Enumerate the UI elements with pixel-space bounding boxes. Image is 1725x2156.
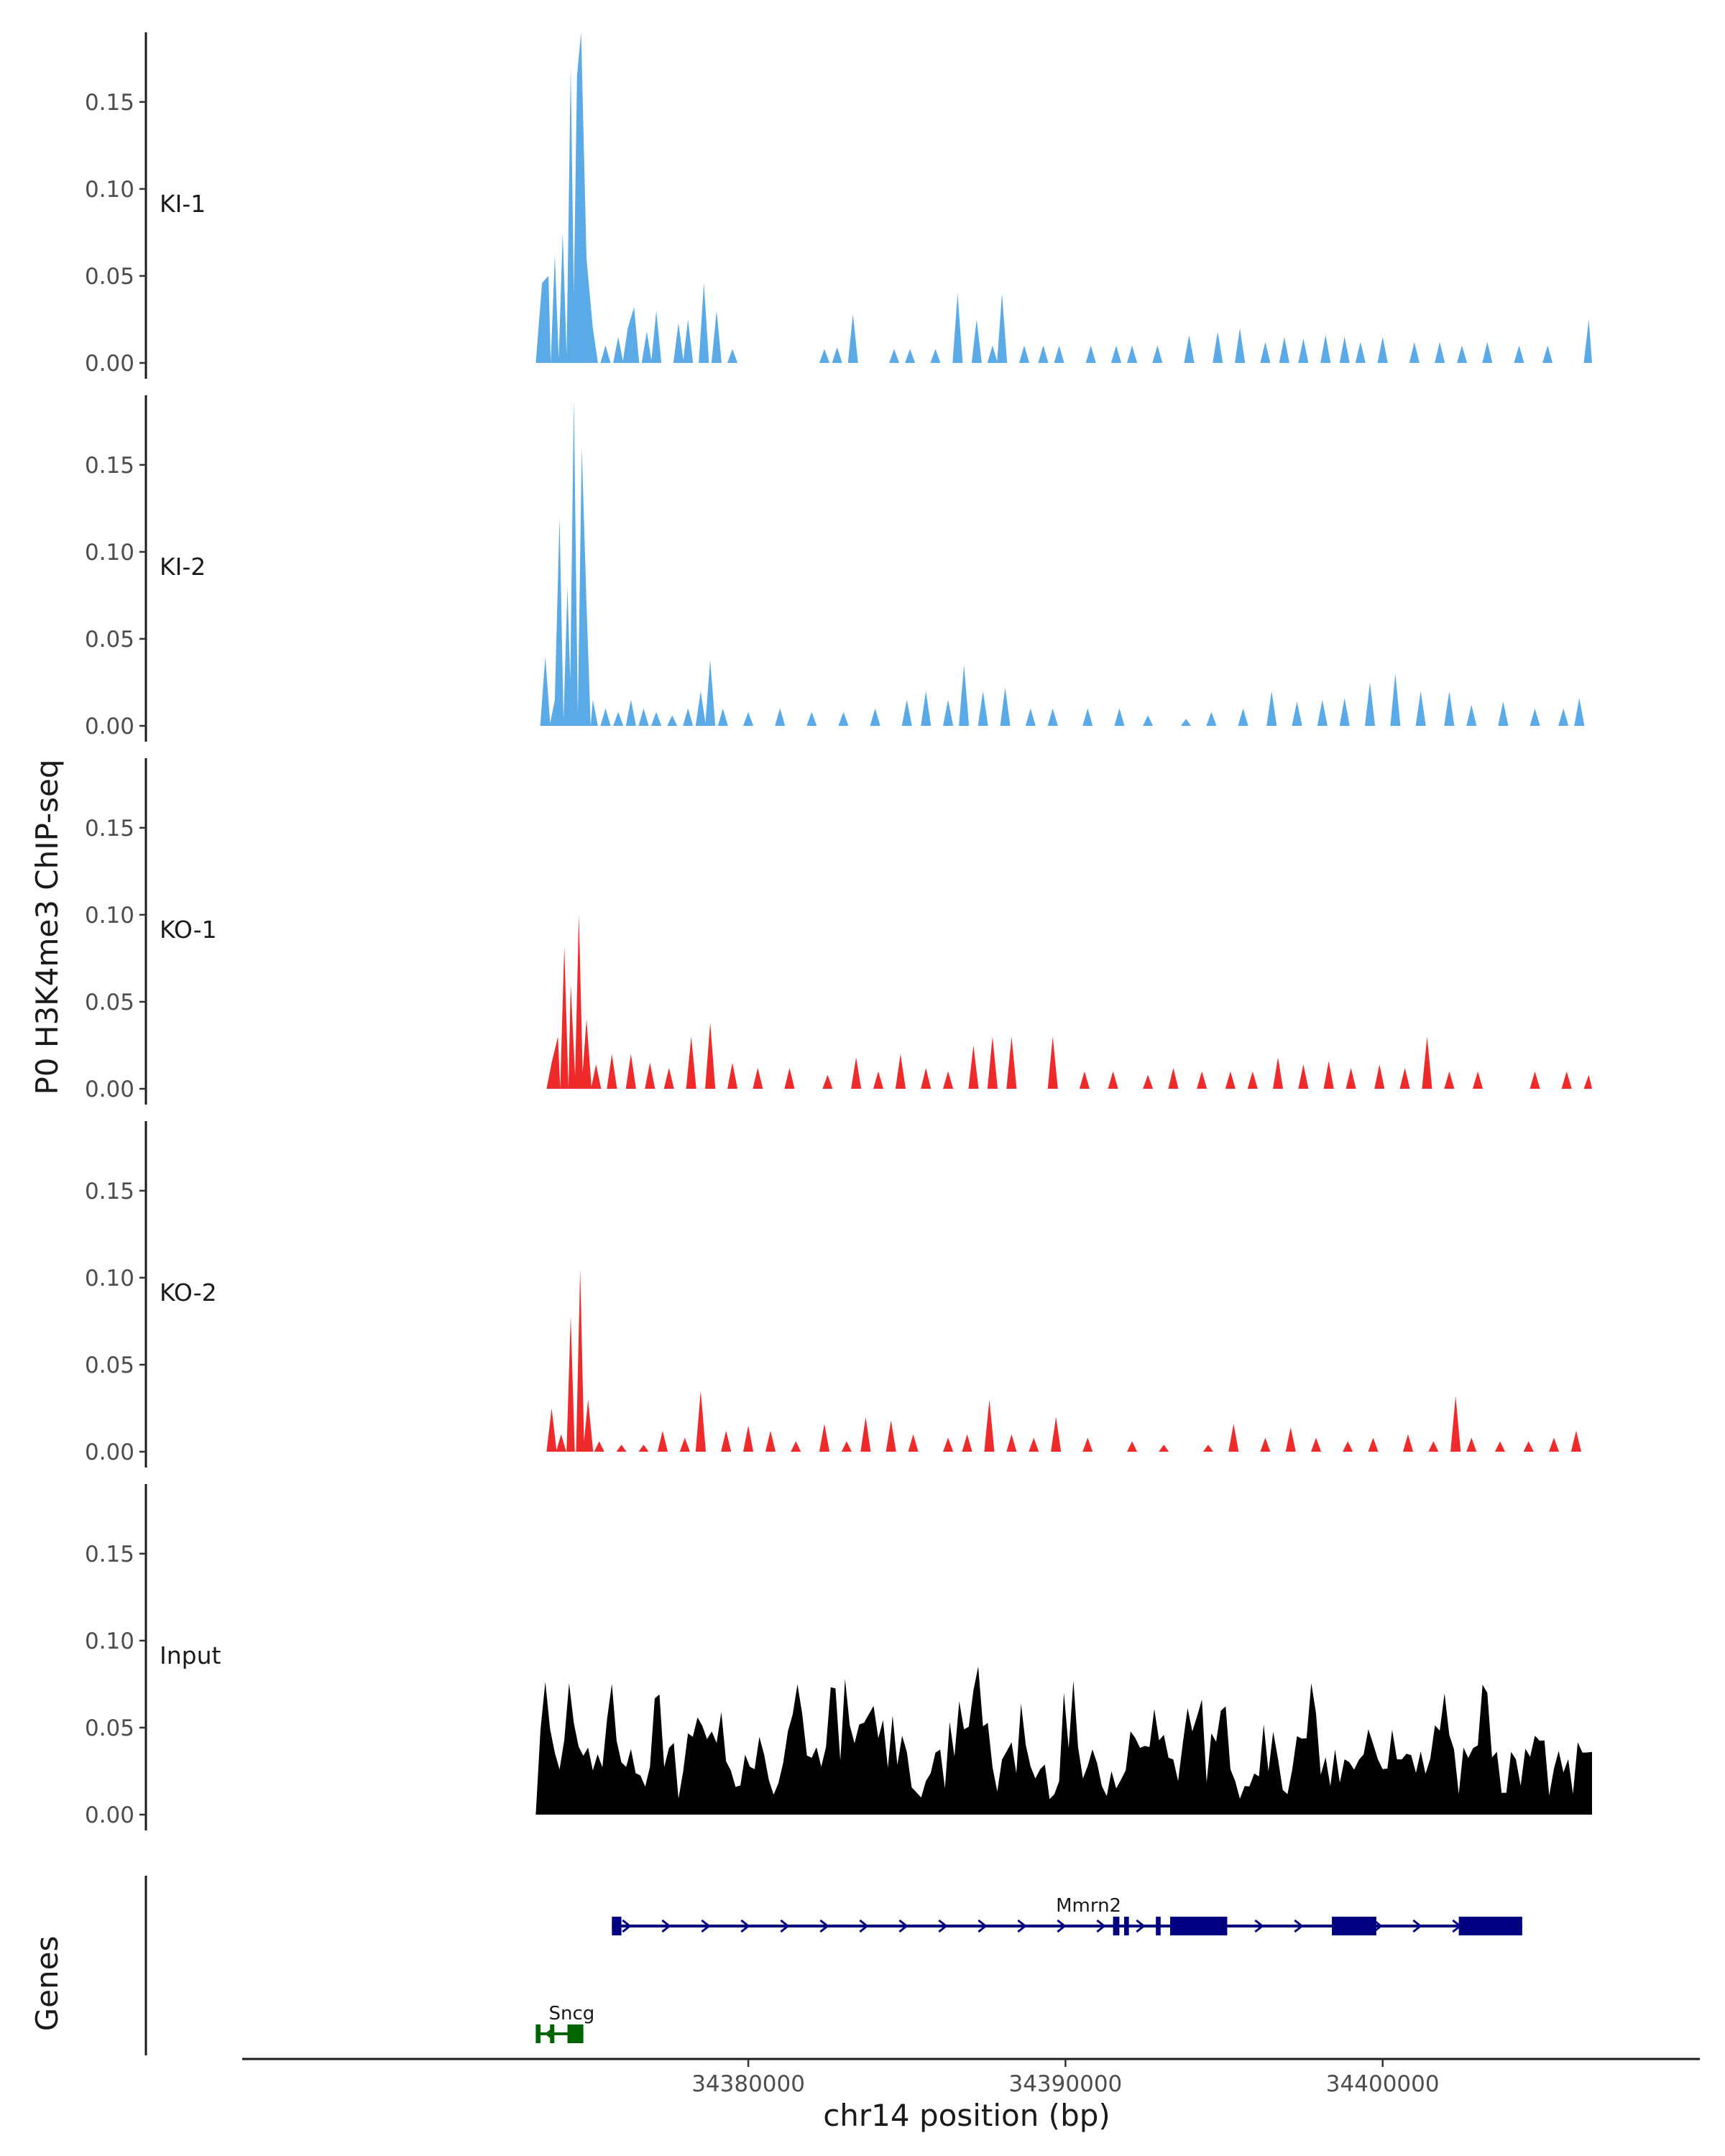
strand-arrow (1057, 1919, 1067, 1933)
track-input: 0.00 0.05 0.10 0.15 Input (85, 1484, 1592, 1830)
y-tick-label: 0.15 (85, 90, 134, 116)
gene-exon (1113, 1917, 1120, 1935)
strand-arrow (780, 1919, 790, 1933)
strand-arrow (819, 1919, 829, 1933)
x-tick-label: 34400000 (1326, 2071, 1440, 2097)
y-tick-label: 0.05 (85, 627, 134, 653)
y-tick-label: 0.05 (85, 990, 134, 1015)
y-tick-label: 0.15 (85, 816, 134, 842)
strand-arrow (740, 1919, 750, 1933)
track-ko-2: 0.00 0.05 0.10 0.15 KO-2 (85, 1121, 1598, 1468)
y-axis-title: P0 H3K4me3 ChIP-seq (29, 759, 65, 1095)
gene-exon (535, 2024, 541, 2043)
y-tick-label: 0.15 (85, 1179, 134, 1204)
track-label: KI-1 (160, 190, 206, 218)
x-tick-label: 34390000 (1008, 2071, 1122, 2097)
gene-exon (1458, 1917, 1522, 1935)
gene-exon (612, 1917, 622, 1935)
gene-exon (567, 2024, 584, 2043)
gene-exon (550, 2024, 555, 2043)
strand-arrow (1017, 1919, 1027, 1933)
gene-exon (1170, 1917, 1228, 1935)
gene-sncg: Sncg (535, 2003, 594, 2043)
strand-arrow (1136, 1919, 1146, 1933)
y-tick-label: 0.00 (85, 1439, 134, 1465)
x-axis-title: chr14 position (bp) (823, 2098, 1110, 2133)
strand-arrow (1294, 1919, 1304, 1933)
y-tick-label: 0.05 (85, 264, 134, 290)
track-ki-1: 0.00 0.05 0.10 0.15 KI-1 (85, 32, 1597, 379)
track-label: KI-2 (160, 553, 206, 581)
strand-arrow (978, 1919, 988, 1933)
gene-mmrn2: Mmrn2 (612, 1895, 1522, 1935)
strand-arrow (1096, 1919, 1106, 1933)
y-tick-label: 0.15 (85, 453, 134, 479)
strand-arrow (1254, 1919, 1264, 1933)
y-tick-label: 0.10 (85, 540, 134, 566)
coverage-area-input (535, 1666, 1592, 1815)
genes-panel-title: Genes (29, 1936, 65, 2032)
gene-label: Mmrn2 (1056, 1895, 1121, 1917)
strand-arrow (898, 1919, 908, 1933)
strand-arrow (938, 1919, 948, 1933)
strand-arrow (661, 1919, 671, 1933)
coverage-area-ko-2 (537, 1268, 1598, 1452)
gene-annotation-panel: Mmrn2 Sncg (144, 1876, 1522, 2055)
y-tick-label: 0.00 (85, 351, 134, 377)
track-label: Input (160, 1641, 221, 1669)
y-tick-label: 0.10 (85, 903, 134, 929)
track-label: KO-1 (160, 916, 217, 944)
y-tick-label: 0.00 (85, 1802, 134, 1828)
x-tick-label: 34380000 (691, 2071, 805, 2097)
coverage-area-ki-1 (530, 32, 1597, 363)
gene-exon (1156, 1917, 1161, 1935)
x-axis: 34380000 34390000 34400000 (242, 2058, 1700, 2097)
track-ki-2: 0.00 0.05 0.10 0.15 KI-2 (85, 395, 1597, 742)
y-tick-label: 0.05 (85, 1715, 134, 1741)
y-tick-label: 0.15 (85, 1542, 134, 1567)
strand-arrow (1412, 1919, 1422, 1933)
coverage-area-ko-1 (537, 914, 1598, 1089)
y-tick-label: 0.10 (85, 1628, 134, 1654)
y-tick-label: 0.00 (85, 1077, 134, 1102)
gene-exon (1332, 1917, 1376, 1935)
y-tick-label: 0.10 (85, 1266, 134, 1291)
strand-arrow (701, 1919, 711, 1933)
gene-label: Sncg (549, 2003, 595, 2024)
gene-exon (1124, 1917, 1129, 1935)
y-tick-label: 0.10 (85, 177, 134, 203)
coverage-tracks: 0.00 0.05 0.10 0.15 KI-1 0.00 0.05 0.10 0.15 KI-2… (85, 32, 1598, 1830)
track-ko-1: 0.00 0.05 0.10 0.15 KO-1 (85, 758, 1598, 1105)
y-tick-label: 0.00 (85, 714, 134, 740)
strand-arrow (859, 1919, 869, 1933)
strand-arrow (622, 1919, 632, 1933)
coverage-area-ki-2 (530, 398, 1597, 726)
track-label: KO-2 (160, 1279, 217, 1307)
y-tick-label: 0.05 (85, 1353, 134, 1378)
